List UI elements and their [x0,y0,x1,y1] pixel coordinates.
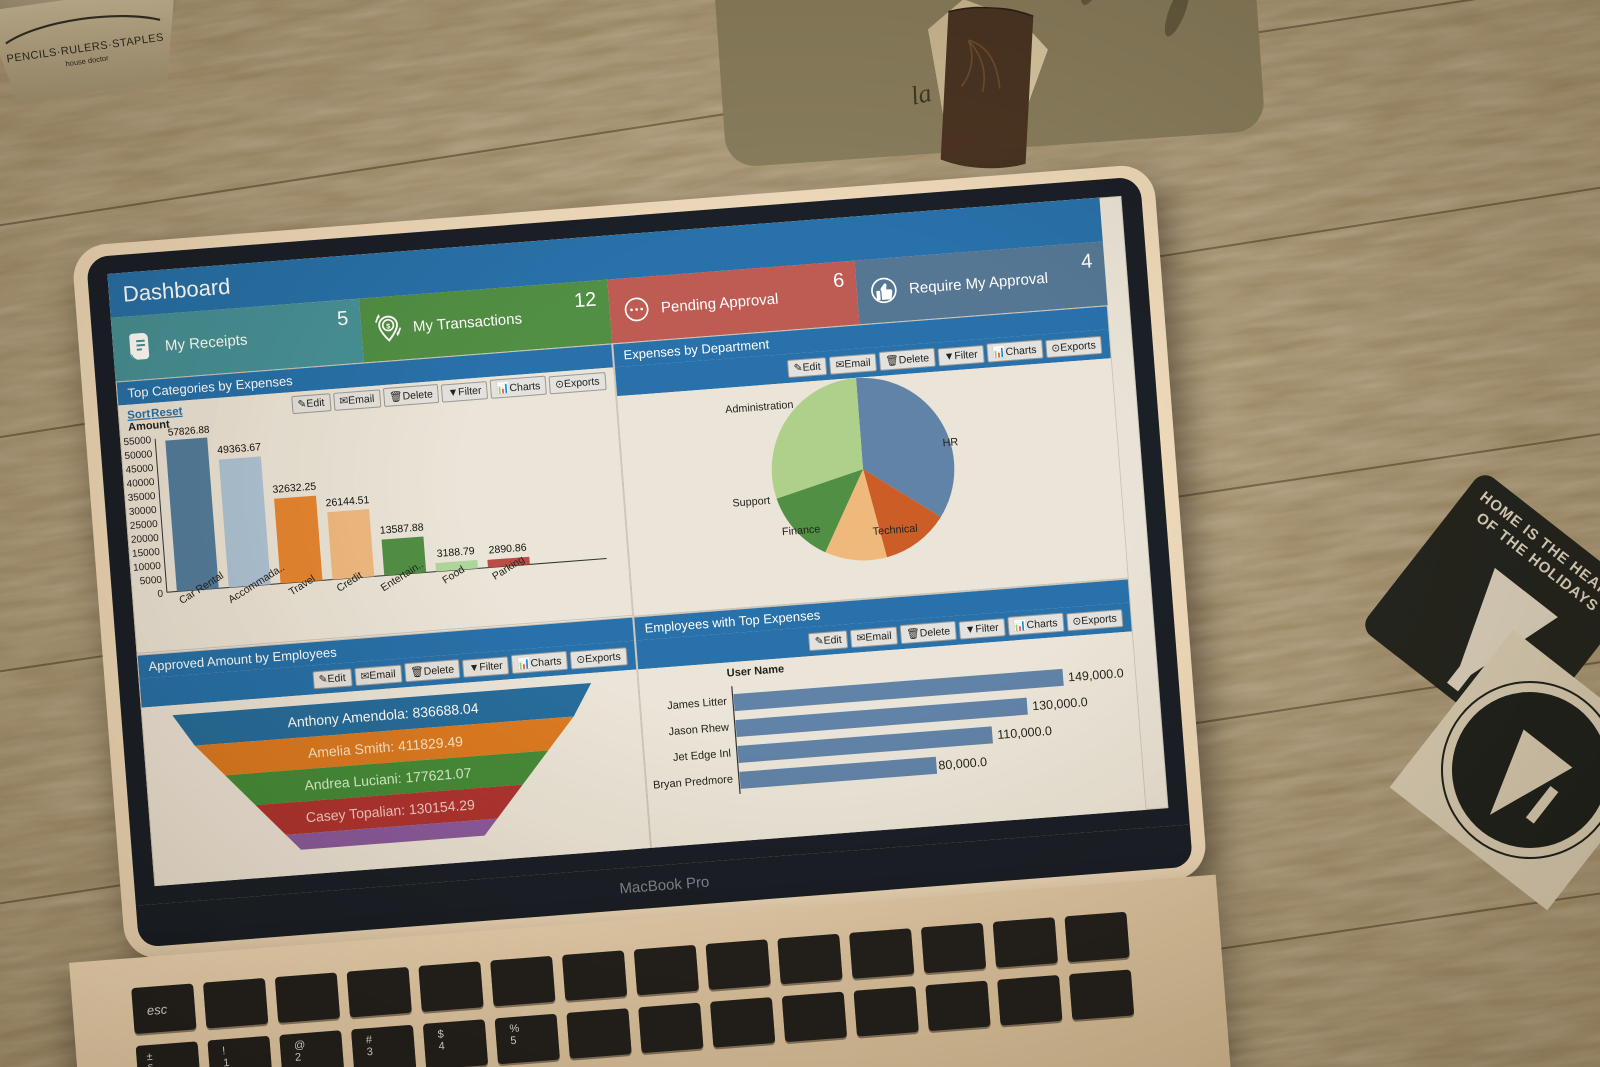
svg-text:32632.25: 32632.25 [272,481,317,496]
svg-text:40000: 40000 [126,477,155,490]
svg-text:45000: 45000 [125,463,154,476]
svg-text:80,000.0: 80,000.0 [937,755,987,773]
svg-text:0: 0 [157,589,164,600]
svg-text:25000: 25000 [130,519,159,532]
svg-text:130,000.0: 130,000.0 [1031,695,1088,713]
svg-text:Jet Edge Inl: Jet Edge Inl [672,748,731,764]
svg-text:35000: 35000 [127,491,156,504]
svg-text:10000: 10000 [133,561,162,574]
svg-text:55000: 55000 [123,435,152,448]
svg-text:50000: 50000 [124,449,153,462]
svg-text:15000: 15000 [132,547,161,560]
svg-text:13587.88: 13587.88 [379,521,424,536]
svg-text:26144.51: 26144.51 [325,494,370,509]
svg-text:149,000.0: 149,000.0 [1067,666,1124,684]
svg-text:2890.86: 2890.86 [488,542,527,557]
svg-text:Bryan Predmore: Bryan Predmore [652,773,733,791]
svg-text:57826.88: 57826.88 [167,425,210,439]
svg-text:Amount: Amount [128,419,171,434]
svg-text:$: $ [386,321,391,330]
svg-text:User Name: User Name [726,663,784,679]
svg-text:Administration: Administration [724,399,793,416]
svg-text:James Litter: James Litter [666,696,727,713]
svg-text:20000: 20000 [131,533,160,546]
svg-text:5000: 5000 [139,575,162,588]
svg-text:30000: 30000 [128,505,157,518]
svg-text:110,000.0: 110,000.0 [996,724,1052,742]
svg-text:Parking: Parking [490,553,527,582]
svg-text:49363.67: 49363.67 [217,441,262,456]
svg-text:Jason Rhew: Jason Rhew [668,722,729,739]
svg-text:Support: Support [732,495,771,510]
svg-text:HR: HR [942,436,959,449]
svg-text:3188.79: 3188.79 [436,545,475,560]
